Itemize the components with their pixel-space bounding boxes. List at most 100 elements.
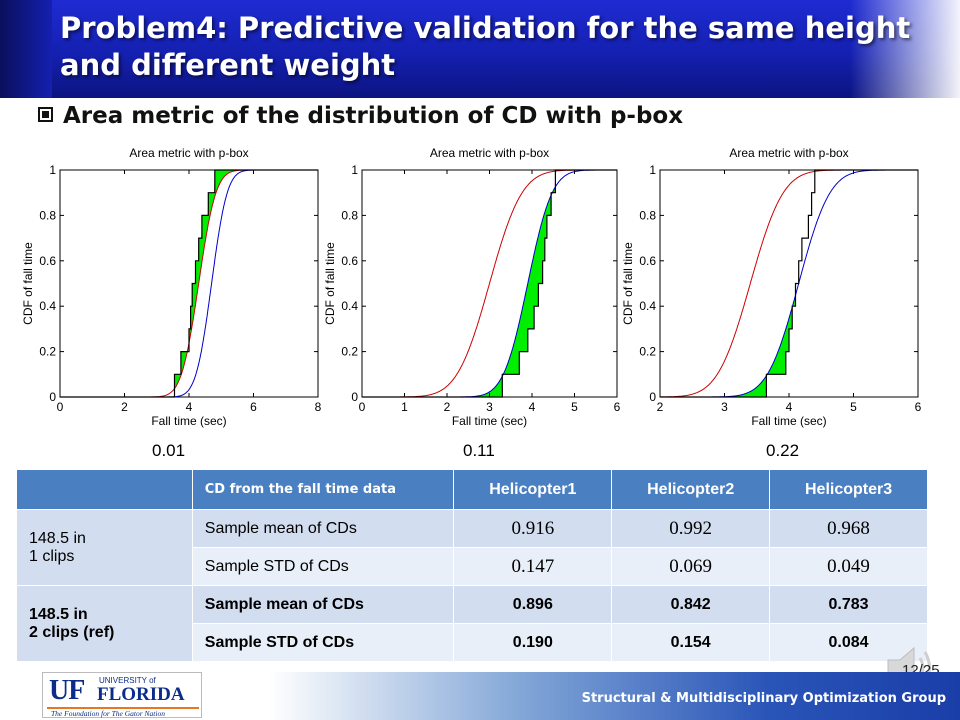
title-bar: Problem4: Predictive validation for the … <box>0 0 960 98</box>
table-row: 148.5 in 2 clips (ref) Sample mean of CD… <box>16 585 928 662</box>
table-cell: 0.896 <box>453 585 613 624</box>
logo-tagline: The Foundation for The Gator Nation <box>51 709 165 718</box>
title-left-band <box>0 0 52 98</box>
y-tick-label: 1 <box>649 163 656 177</box>
group-label-1-line2: 1 clips <box>29 547 75 565</box>
cd-table: CD from the fall time data Helicopter1 H… <box>16 469 928 662</box>
plot-1: 0 2 4 6 8 0 0.2 0.4 0.6 0.8 1 Area metric with p-bo… <box>21 146 322 428</box>
plot-title: Area metric with p-box <box>129 146 248 160</box>
y-axis-label: CDF of fall time <box>323 242 337 325</box>
y-tick-label: 0 <box>351 390 358 404</box>
logo-orange-bar <box>47 707 199 709</box>
table-cell: 0.783 <box>769 585 928 624</box>
uf-logo: UF UNIVERSITY of FLORIDA The Foundation … <box>42 672 202 718</box>
title-accent <box>850 0 960 98</box>
y-tick-label: 1 <box>351 163 358 177</box>
table-cell: 0.968 <box>769 509 928 548</box>
group-label-1: 148.5 in 1 clips <box>16 509 193 586</box>
table-row: Sample STD of CDs 0.190 0.154 0.084 <box>17 623 928 662</box>
footer-text: Structural & Multidisciplinary Optimizat… <box>581 691 946 706</box>
table-header-helicopter2: Helicopter2 <box>611 469 771 510</box>
row-label: Sample STD of CDs <box>191 547 455 586</box>
x-tick-label: 6 <box>250 400 257 414</box>
group-label-1-line1: 148.5 in <box>29 529 86 547</box>
lower-cdf-line <box>660 169 918 398</box>
x-tick-label: 4 <box>186 400 193 414</box>
x-axis-label: Fall time (sec) <box>452 414 527 428</box>
bullet-text: Area metric of the distribution of CD wi… <box>63 103 684 129</box>
empirical-cdf-line <box>60 169 318 398</box>
empirical-cdf-line <box>660 169 918 398</box>
y-tick-label: 0.6 <box>341 254 358 268</box>
y-tick-label: 0.8 <box>39 208 56 222</box>
y-tick-label: 0.4 <box>639 299 656 313</box>
x-tick-label: 5 <box>850 400 857 414</box>
row-label: Sample mean of CDs <box>191 585 455 624</box>
y-tick-label: 0 <box>649 390 656 404</box>
plot-title: Area metric with p-box <box>430 146 549 160</box>
x-tick-label: 2 <box>657 400 664 414</box>
x-tick-label: 2 <box>444 400 451 414</box>
y-tick-label: 0.8 <box>341 208 358 222</box>
area-metric-fill <box>660 170 918 397</box>
y-tick-label: 0.2 <box>341 345 358 359</box>
area-metric-2: 0.11 <box>463 441 495 460</box>
logo-university-of: UNIVERSITY of <box>99 676 156 685</box>
y-axis-label: CDF of fall time <box>21 242 35 325</box>
x-tick-label: 3 <box>486 400 493 414</box>
square-bullet-icon <box>38 107 53 122</box>
plot-3: 2 3 4 5 6 0 0.2 0.4 0.6 0.8 1 Area metric with p-bo… <box>621 146 922 428</box>
row-label: Sample STD of CDs <box>191 623 455 662</box>
group-label-2: 148.5 in 2 clips (ref) <box>16 585 193 662</box>
y-tick-label: 0.4 <box>341 299 358 313</box>
table-header-helicopter1: Helicopter1 <box>453 469 613 510</box>
y-tick-label: 0.6 <box>39 254 56 268</box>
table-cell: 0.154 <box>611 623 771 662</box>
x-axis-label: Fall time (sec) <box>751 414 826 428</box>
x-tick-label: 4 <box>529 400 536 414</box>
slide-title: Problem4: Predictive validation for the … <box>60 11 911 82</box>
x-tick-label: 2 <box>121 400 128 414</box>
upper-cdf-line <box>60 169 318 398</box>
table-cell: 0.842 <box>611 585 771 624</box>
y-tick-label: 0 <box>49 390 56 404</box>
upper-cdf-line <box>660 169 918 398</box>
area-metric-fill <box>60 170 318 397</box>
table-cell: 0.190 <box>453 623 613 662</box>
table-header-cd: CD from the fall time data <box>191 469 455 510</box>
y-tick-label: 0.4 <box>39 299 56 313</box>
x-tick-label: 6 <box>915 400 922 414</box>
bullet-line: Area metric of the distribution of CD wi… <box>38 103 683 129</box>
y-tick-label: 1 <box>49 163 56 177</box>
y-tick-label: 0.8 <box>639 208 656 222</box>
table-cell: 0.992 <box>611 509 771 548</box>
empirical-cdf-line <box>362 169 617 398</box>
area-metric-1: 0.01 <box>152 441 186 460</box>
x-axis-label: Fall time (sec) <box>151 414 226 428</box>
table-cell: 0.049 <box>769 547 928 586</box>
plot-title: Area metric with p-box <box>729 146 848 160</box>
lower-cdf-line <box>362 169 617 398</box>
group-label-2-line1: 148.5 in <box>29 605 88 623</box>
lower-cdf-line <box>60 169 318 398</box>
y-tick-label: 0.2 <box>639 345 656 359</box>
plot-2: 0 1 2 3 4 5 6 0 0.2 0.4 0.6 0.8 1 Area metric with p-… <box>323 146 621 428</box>
x-tick-label: 0 <box>57 400 64 414</box>
x-tick-label: 8 <box>315 400 322 414</box>
row-label: Sample mean of CDs <box>191 509 455 548</box>
area-metric-3: 0.22 <box>766 441 800 460</box>
x-tick-label: 4 <box>786 400 793 414</box>
table-cell: 0.916 <box>453 509 613 548</box>
x-tick-label: 6 <box>614 400 621 414</box>
table-cell: 0.147 <box>453 547 613 586</box>
x-tick-label: 3 <box>721 400 728 414</box>
table-corner-cell <box>16 469 193 510</box>
table-cell: 0.084 <box>769 623 928 662</box>
group-label-2-line2: 2 clips (ref) <box>29 623 115 641</box>
logo-florida: FLORIDA <box>97 684 185 705</box>
table-header-helicopter3: Helicopter3 <box>769 469 928 510</box>
x-tick-label: 5 <box>571 400 578 414</box>
plot-frame <box>59 169 319 398</box>
plot-frame <box>659 169 919 398</box>
